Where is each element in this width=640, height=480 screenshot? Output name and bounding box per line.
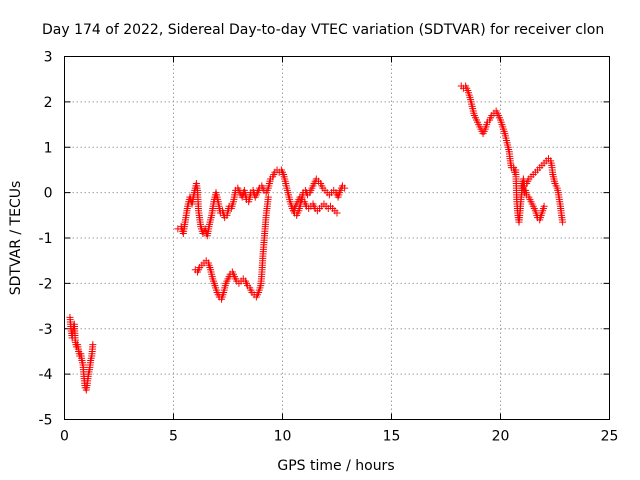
axis-ticks: 0 5 10 15 20 25 -5 -4 -3 -2 -1 0 1 2 3 xyxy=(39,50,619,445)
chart-title: Day 174 of 2022, Sidereal Day-to-day VTE… xyxy=(42,22,604,38)
y-tick-label: -5 xyxy=(39,413,53,429)
x-tick-label: 5 xyxy=(169,429,178,445)
y-tick-label: 3 xyxy=(44,50,53,66)
x-tick-label: 10 xyxy=(274,429,292,445)
data-point xyxy=(89,341,97,349)
series-segment-f xyxy=(517,180,548,224)
data-point xyxy=(559,218,567,226)
x-tick-label: 20 xyxy=(492,429,510,445)
data-point xyxy=(333,209,341,217)
y-tick-label: -2 xyxy=(39,276,53,292)
series-segment-c xyxy=(191,193,272,303)
y-tick-label: 0 xyxy=(44,186,53,202)
x-tick-label: 15 xyxy=(383,429,401,445)
series-segment-d xyxy=(289,193,341,217)
x-axis-label: GPS time / hours xyxy=(277,458,394,474)
x-tick-label: 0 xyxy=(60,429,69,445)
series-segment-a xyxy=(66,313,97,394)
y-tick-label: -1 xyxy=(39,231,53,247)
y-tick-label: -4 xyxy=(39,367,53,383)
data-point xyxy=(341,184,349,192)
y-tick-label: 1 xyxy=(44,140,53,156)
y-tick-label: -3 xyxy=(39,322,53,338)
series-segment-b xyxy=(174,166,349,240)
series-segment-e xyxy=(457,82,567,226)
data-point xyxy=(540,202,548,210)
data-points xyxy=(66,82,567,394)
data-point xyxy=(264,193,272,201)
x-tick-label: 25 xyxy=(601,429,619,445)
y-axis-label: SDTVAR / TECUs xyxy=(8,181,24,296)
y-tick-label: 2 xyxy=(44,95,53,111)
